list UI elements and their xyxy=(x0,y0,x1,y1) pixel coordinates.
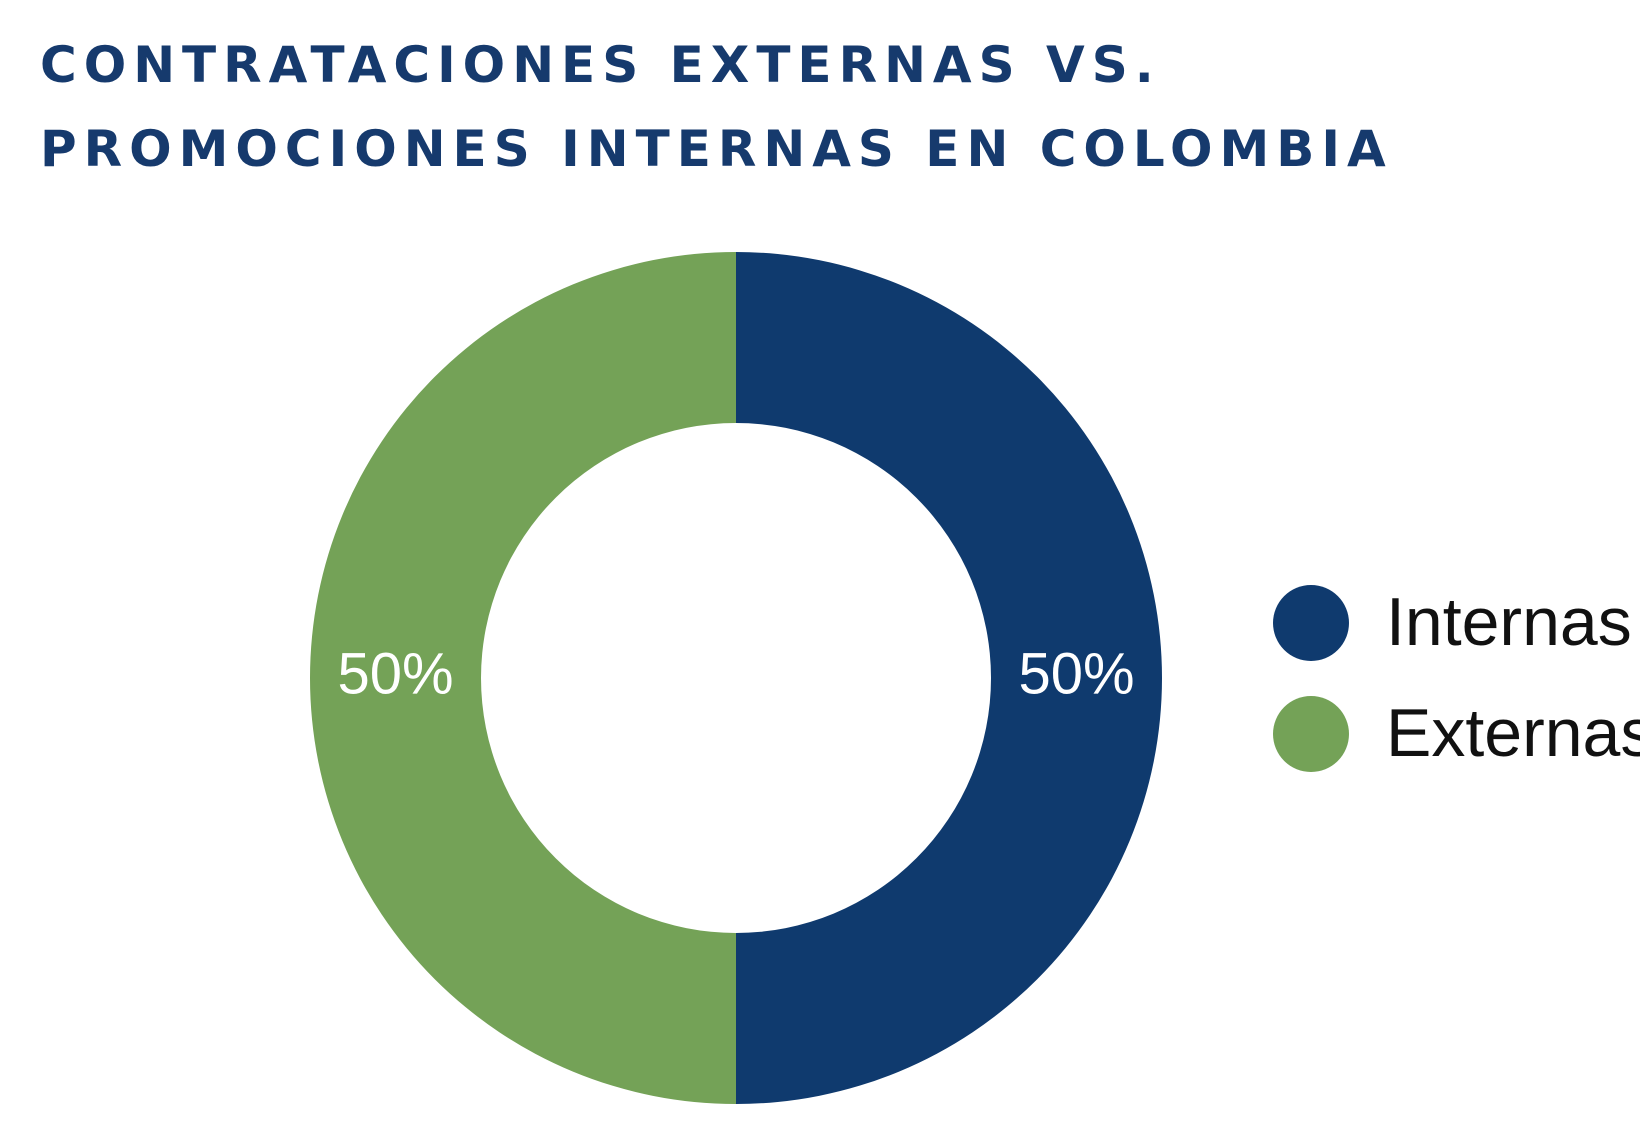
legend-swatch xyxy=(1273,585,1349,661)
donut-segment xyxy=(736,252,1162,1104)
donut-segment xyxy=(310,252,736,1104)
legend-label: Internas xyxy=(1386,584,1632,660)
chart-title: CONTRATACIONES EXTERNAS VS. xyxy=(40,36,1161,94)
value-label: 50% xyxy=(1018,641,1134,706)
value-label: 50% xyxy=(337,641,453,706)
legend-label: Externas xyxy=(1386,695,1640,771)
legend-swatch xyxy=(1273,696,1349,772)
chart-title: PROMOCIONES INTERNAS EN COLOMBIA xyxy=(40,120,1393,178)
